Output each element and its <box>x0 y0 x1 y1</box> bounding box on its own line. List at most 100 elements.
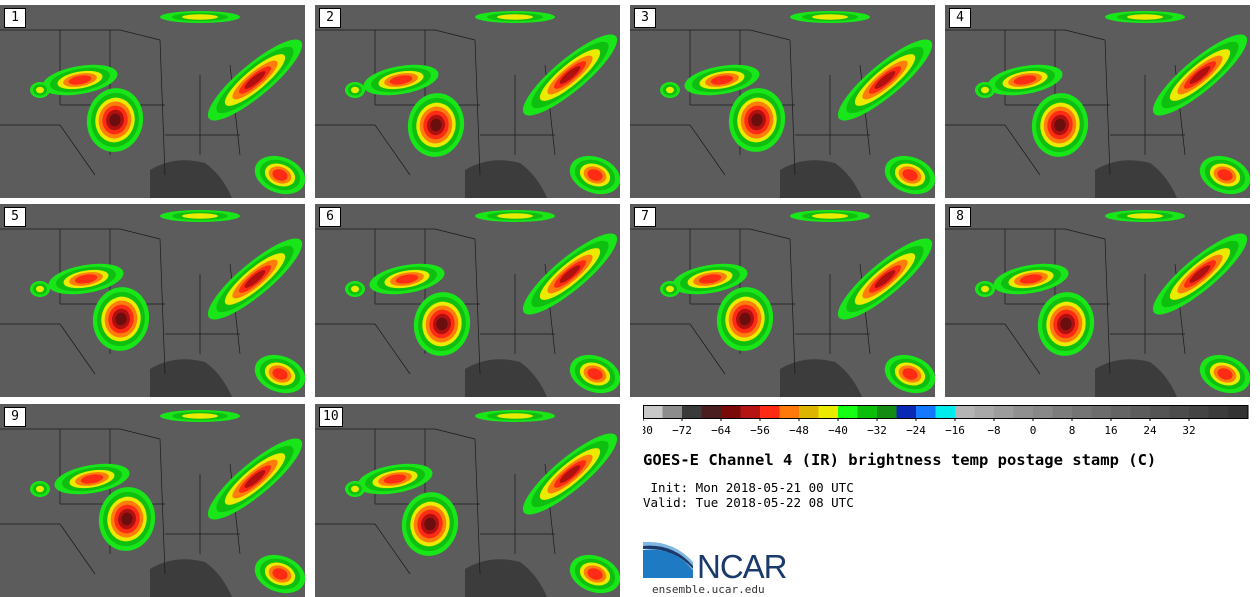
northeast-band-layer-5 <box>244 270 266 288</box>
canada-band-layer-2 <box>812 14 848 20</box>
stamp-panel-5: 5 <box>0 204 305 397</box>
colorbar-swatch <box>1189 405 1209 418</box>
colorbar-frame <box>643 405 1249 419</box>
gulf-of-mexico <box>150 359 232 397</box>
colorbar-swatch <box>682 405 702 418</box>
canada-band-layer-2 <box>812 213 848 219</box>
canada-band-layer-2 <box>1127 14 1163 20</box>
northeast-band-layer-5 <box>874 71 896 89</box>
west-cell-layer-2 <box>351 285 359 293</box>
colorbar-swatch <box>721 405 741 418</box>
stamp-panel-3: 3 <box>630 5 935 198</box>
member-number: 9 <box>4 407 26 427</box>
ncar-logo: NCAR <box>643 541 788 584</box>
colorbar-swatch <box>1072 405 1092 418</box>
colorbar-swatch <box>701 405 722 418</box>
colorbar-swatch <box>935 405 956 418</box>
colorbar-tick-label: 32 <box>1182 424 1195 437</box>
colorbar-tick-label: 0 <box>1030 424 1037 437</box>
plains-storm-layer-6 <box>739 312 751 326</box>
member-number: 2 <box>319 8 341 28</box>
west-cell-layer-2 <box>666 86 674 94</box>
land-background <box>630 204 935 397</box>
florida-storm-layer-4 <box>272 169 288 181</box>
west-cell-layer-2 <box>36 86 44 94</box>
figure-title: GOES-E Channel 4 (IR) brightness temp po… <box>643 451 1157 469</box>
colorbar-swatch <box>1111 405 1131 418</box>
colorbar-tick-label: −16 <box>945 424 965 437</box>
plains-storm-layer-6 <box>430 118 442 132</box>
colorbar-swatch <box>1228 405 1248 418</box>
plains-storm-layer-6 <box>121 512 133 526</box>
west-cell-layer-2 <box>351 86 359 94</box>
gulf-of-mexico <box>150 160 232 198</box>
satellite-map <box>315 5 620 198</box>
satellite-map <box>315 404 620 597</box>
midwest-band-layer-4 <box>1013 75 1037 85</box>
west-cell-layer-2 <box>981 86 989 94</box>
canada-band-layer-2 <box>497 14 533 20</box>
gulf-of-mexico <box>780 359 862 397</box>
colorbar-tick-label: −72 <box>672 424 692 437</box>
west-cell-layer-2 <box>981 285 989 293</box>
plains-storm-layer-6 <box>751 113 763 127</box>
midwest-band-layer-4 <box>698 274 722 284</box>
logo-swoosh-light <box>643 541 693 566</box>
member-number: 8 <box>949 207 971 227</box>
florida-storm-layer-4 <box>587 169 603 181</box>
stamp-panel-7: 7 <box>630 204 935 397</box>
florida-storm-layer-4 <box>587 368 603 380</box>
colorbar-swatch <box>1208 405 1229 418</box>
logo-swoosh-blue <box>643 549 693 578</box>
gulf-of-mexico <box>1095 359 1177 397</box>
colorbar-swatch <box>857 405 878 418</box>
colorbar-tick-label: −24 <box>906 424 926 437</box>
colorbar-tick-label: 8 <box>1069 424 1076 437</box>
stamp-panel-10: 10 <box>315 404 620 597</box>
member-number: 4 <box>949 8 971 28</box>
canada-band-layer-2 <box>497 413 533 419</box>
west-cell-layer-2 <box>351 485 359 493</box>
logo-wordmark: NCAR <box>697 548 787 584</box>
colorbar-tick-label: 16 <box>1104 424 1117 437</box>
midwest-band-layer-4 <box>383 474 407 484</box>
midwest-band-layer-4 <box>1019 274 1043 284</box>
stamp-panel-2: 2 <box>315 5 620 198</box>
gulf-of-mexico <box>465 559 547 597</box>
land-background <box>315 5 620 198</box>
colorbar-swatch <box>877 405 897 418</box>
gulf-of-mexico <box>465 160 547 198</box>
stamp-panel-4: 4 <box>945 5 1250 198</box>
florida-storm-layer-4 <box>902 169 918 181</box>
colorbar-swatch <box>838 405 858 418</box>
plains-storm-layer-6 <box>436 317 448 331</box>
northeast-band-layer-5 <box>1189 66 1211 84</box>
northeast-band-layer-5 <box>559 66 581 84</box>
member-number: 10 <box>319 407 343 427</box>
colorbar-swatch <box>1169 405 1190 418</box>
satellite-map <box>0 404 305 597</box>
website-label: ensemble.ucar.edu <box>652 583 765 596</box>
satellite-map <box>945 204 1250 397</box>
colorbar-swatch <box>1150 405 1170 418</box>
land-background <box>0 404 305 597</box>
colorbar-swatch <box>740 405 761 418</box>
colorbar-swatch <box>818 405 839 418</box>
colorbar-swatch <box>974 405 995 418</box>
valid-time: Valid: Tue 2018-05-22 08 UTC <box>643 495 854 510</box>
colorbar-swatch <box>994 405 1014 418</box>
satellite-map <box>315 204 620 397</box>
midwest-band-layer-4 <box>389 75 413 85</box>
colorbar-tick-label: −64 <box>711 424 731 437</box>
colorbar-swatch <box>799 405 819 418</box>
colorbar-tick-label: −32 <box>867 424 887 437</box>
colorbar-swatch <box>1013 405 1034 418</box>
northeast-band-layer-5 <box>559 265 581 283</box>
colorbar-swatch <box>779 405 800 418</box>
northeast-band-layer-5 <box>1189 265 1211 283</box>
colorbar-tick-label: −8 <box>987 424 1000 437</box>
canada-band-layer-2 <box>182 413 218 419</box>
colorbar-swatch <box>760 405 780 418</box>
colorbar-tick-label: −56 <box>750 424 770 437</box>
colorbar-swatch <box>1130 405 1151 418</box>
